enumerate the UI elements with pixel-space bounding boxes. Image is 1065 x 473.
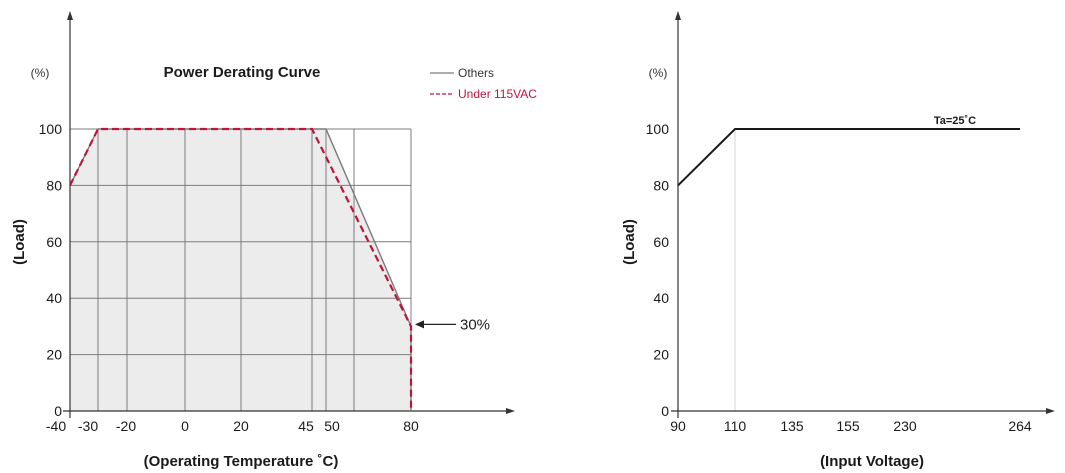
x-tick-label: -20 <box>116 418 136 434</box>
y-tick-label: 40 <box>653 290 669 306</box>
x-axis-label: (Input Voltage) <box>820 453 924 470</box>
legend-label-under-115vac: Under 115VAC <box>458 87 537 101</box>
x-tick-label: 45 <box>298 418 314 434</box>
y-tick-label: 80 <box>46 177 62 193</box>
y-tick-label: 100 <box>646 121 670 137</box>
y-axis-arrow-icon <box>675 11 681 20</box>
chart-title: Power Derating Curve <box>164 64 321 81</box>
series-line-under-115vac <box>69 127 413 411</box>
y-tick-label: 60 <box>653 234 669 250</box>
x-tick-label: 110 <box>724 418 747 434</box>
legend-label-others: Others <box>458 66 494 80</box>
y-unit-label: (%) <box>31 66 50 80</box>
x-axis-arrow-icon <box>506 408 515 414</box>
y-tick-label: 40 <box>46 290 62 306</box>
annotation-arrow-icon <box>415 320 424 329</box>
x-tick-label: 90 <box>670 418 686 434</box>
y-tick-label: 0 <box>54 403 62 419</box>
y-tick-label: 60 <box>46 234 62 250</box>
y-unit-label: (%) <box>649 66 668 80</box>
y-axis-label: (Load) <box>11 219 28 265</box>
series-label-ta25: Ta=25˚C <box>934 115 976 127</box>
y-tick-label: 80 <box>653 177 669 193</box>
x-tick-label: 50 <box>324 418 340 434</box>
power-derating-chart: Power Derating Curve (%) 0 20 40 60 80 100 -40 -3… <box>11 11 537 470</box>
y-tick-label: 20 <box>46 347 62 363</box>
y-axis-label: (Load) <box>621 219 638 265</box>
x-axis-arrow-icon <box>1046 408 1055 414</box>
x-axis-label: (Operating Temperature ˚C) <box>144 453 339 470</box>
y-tick-label: 20 <box>653 347 669 363</box>
x-tick-label: 155 <box>836 418 860 434</box>
x-tick-label: 135 <box>780 418 804 434</box>
y-tick-label: 100 <box>39 121 63 137</box>
x-tick-label: -30 <box>78 418 98 434</box>
x-tick-label: 264 <box>1008 418 1032 434</box>
x-tick-label: 0 <box>181 418 189 434</box>
x-tick-label: 20 <box>233 418 249 434</box>
series-line-ta25 <box>677 128 1020 187</box>
y-axis-arrow-icon <box>67 11 73 20</box>
input-voltage-derating-chart: Ta=25˚C (%) 0 20 40 60 80 100 90 110 135 155 230 264 (… <box>621 11 1055 470</box>
x-tick-label: 230 <box>893 418 917 434</box>
series-line-others <box>69 128 412 411</box>
annotation-30-percent: 30% <box>460 316 490 333</box>
x-tick-label: 80 <box>403 418 419 434</box>
y-tick-label: 0 <box>661 403 669 419</box>
x-tick-label: -40 <box>46 418 66 434</box>
